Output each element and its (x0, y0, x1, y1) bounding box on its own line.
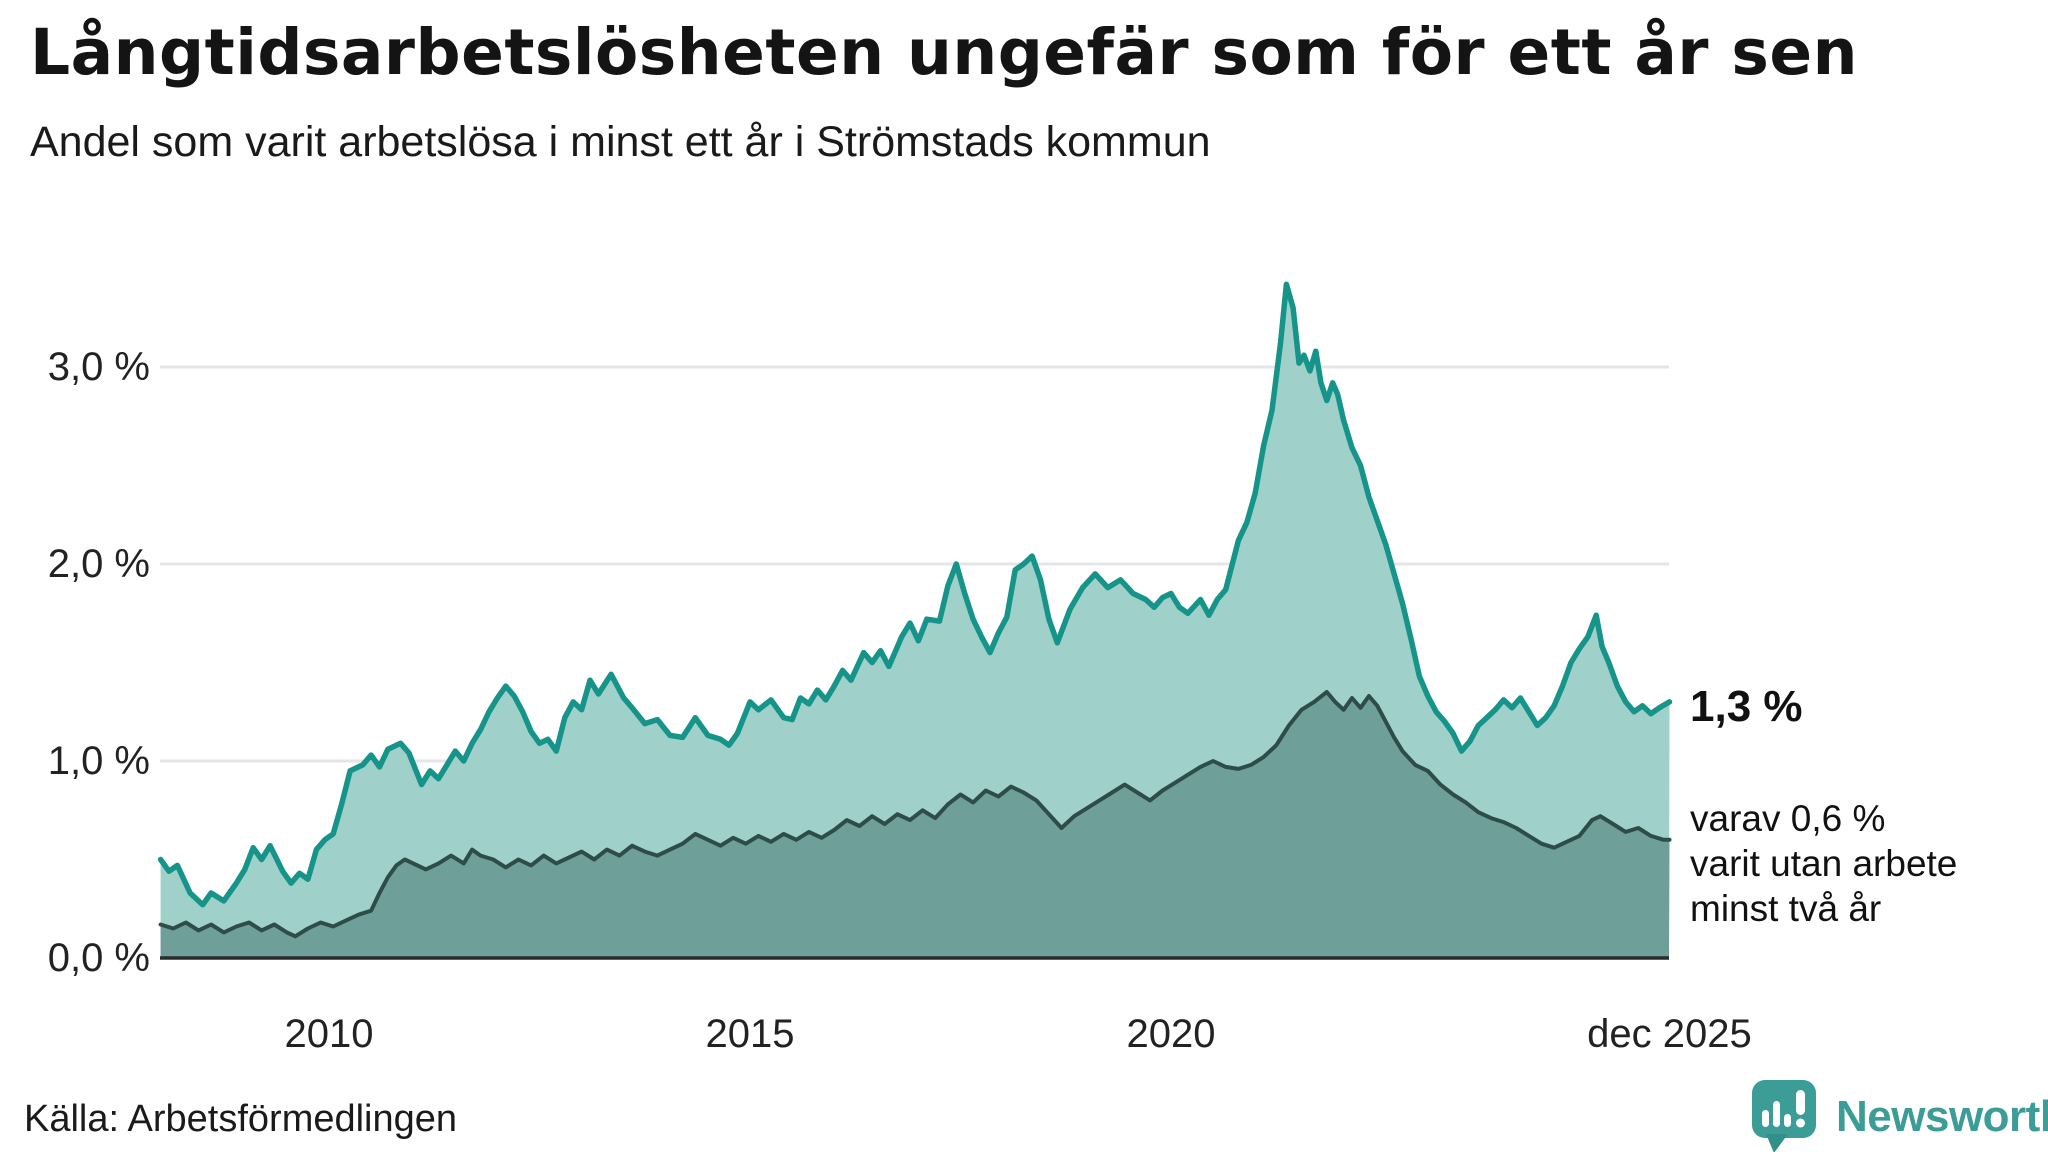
y-tick-label: 0,0 % (47, 936, 150, 980)
page-subtitle: Andel som varit arbetslösa i minst ett å… (30, 118, 1211, 166)
series-areas (160, 284, 1670, 958)
series-lines (157, 281, 1673, 939)
newsworthy-logo-icon (1752, 1080, 1816, 1152)
x-tick-label: 2010 (284, 1012, 374, 1056)
y-tick-label: 1,0 % (47, 739, 150, 783)
series2-note: varav 0,6 % varit utan arbete minst två … (1690, 796, 1957, 931)
series-area-2 (160, 692, 1670, 958)
newsworthy-logo-text: Newsworthy (1836, 1092, 2048, 1141)
note-line: minst två år (1690, 888, 1882, 929)
note-line: varav 0,6 % (1690, 798, 1886, 839)
source-attribution: Källa: Arbetsförmedlingen (24, 1098, 458, 1140)
page-title: Långtidsarbetslösheten ungefär som för e… (30, 16, 1858, 89)
y-tick-label: 3,0 % (47, 345, 150, 389)
series-line-1 (157, 281, 1673, 908)
x-tick-label: dec 2025 (1587, 1012, 1752, 1056)
latest-value-label: 1,3 % (1690, 682, 1803, 731)
x-tick-label: 2020 (1126, 1012, 1216, 1056)
series-line-2 (158, 690, 1672, 939)
newsworthy-logo: Newsworthy (1752, 1080, 2048, 1152)
note-line: varit utan arbete (1690, 843, 1958, 884)
y-tick-label: 2,0 % (47, 542, 150, 586)
x-tick-label: 2015 (705, 1012, 795, 1056)
